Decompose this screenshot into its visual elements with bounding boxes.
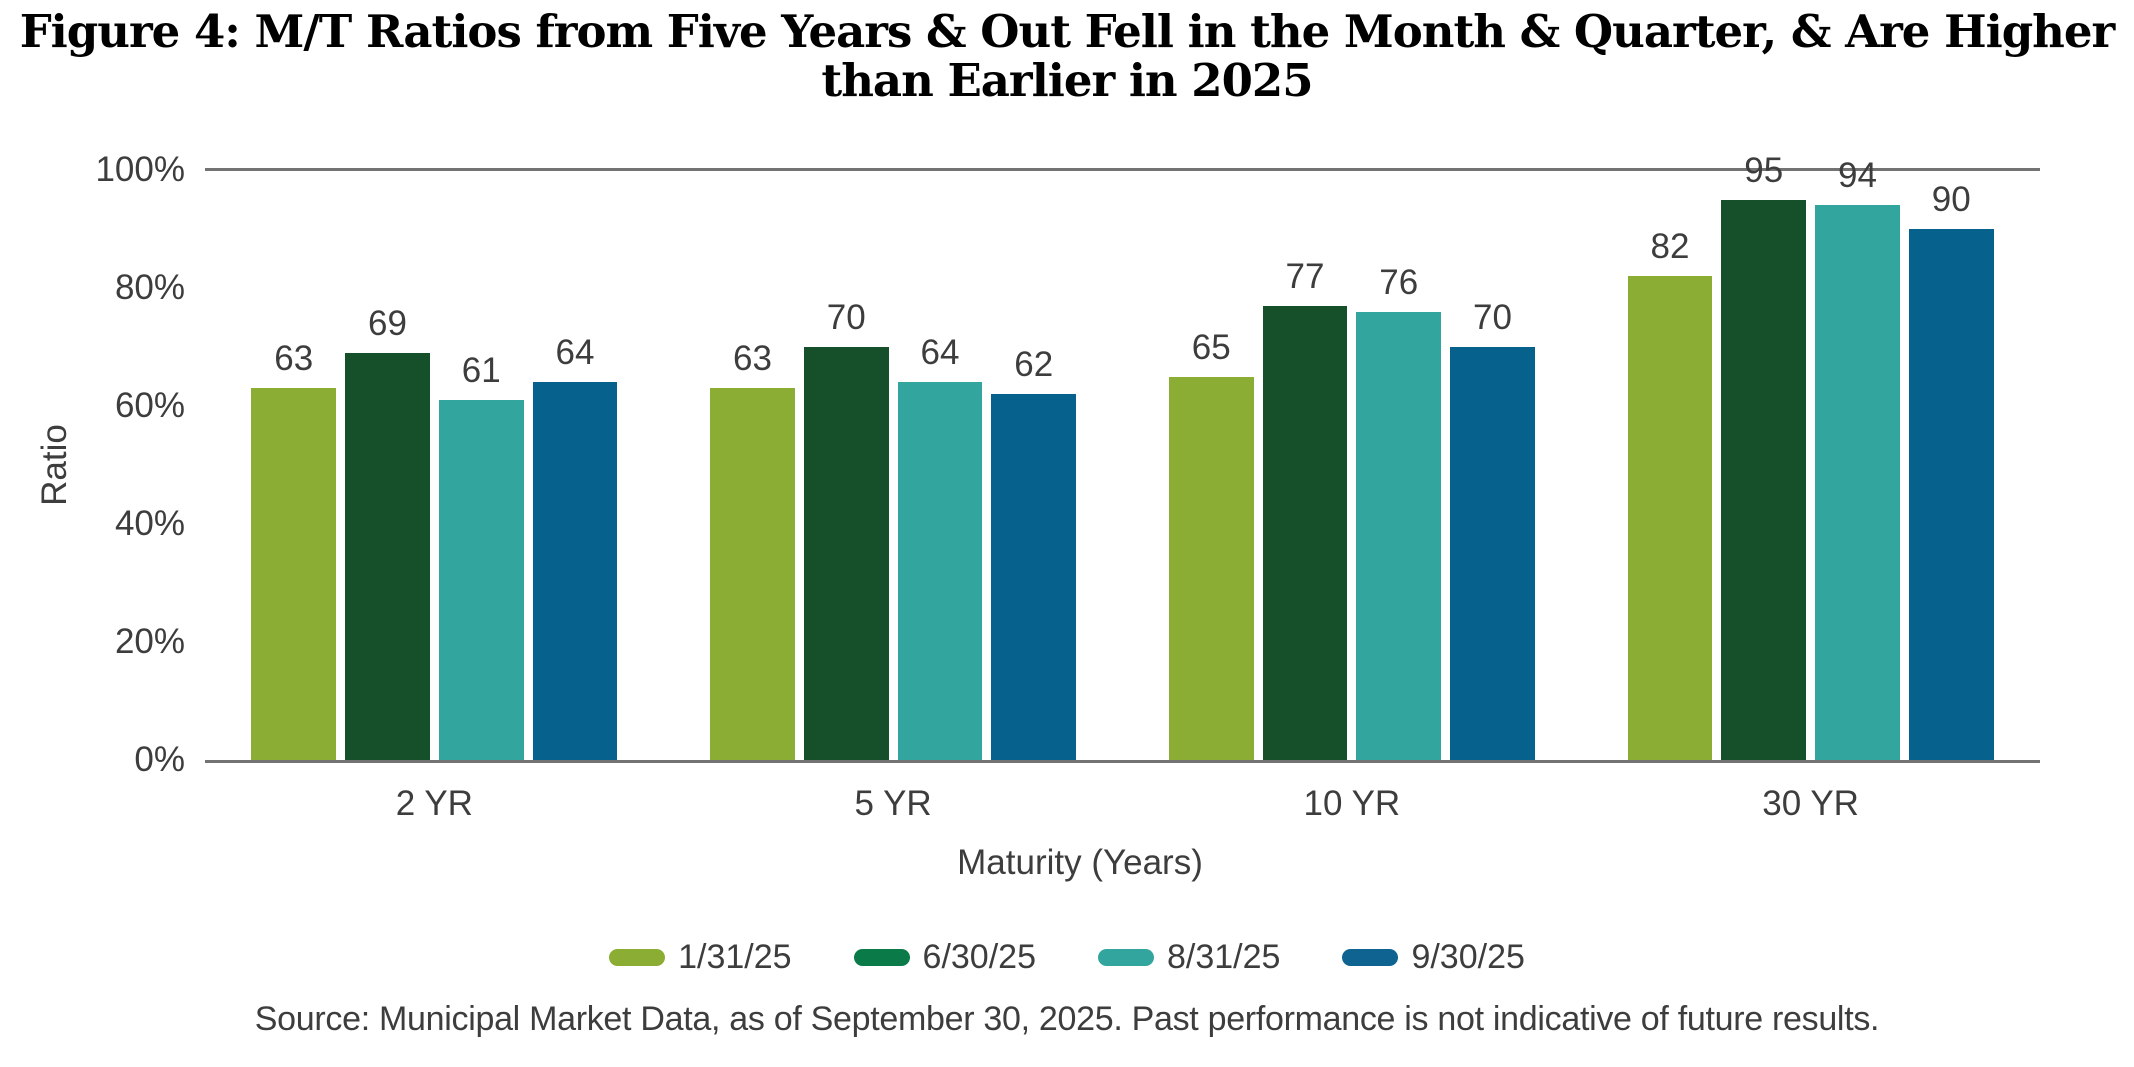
legend-item: 8/31/25 [1098,938,1280,977]
bar: 95 [1721,151,1807,760]
legend-label: 1/31/25 [678,938,792,976]
bar: 64 [897,333,983,760]
bar-value-label: 63 [274,339,314,379]
x-axis-tick-label: 30 YR [1762,784,1859,823]
bar: 69 [345,304,430,760]
bar-value-label: 62 [1014,345,1054,385]
x-axis-title: Maturity (Years) [957,843,1203,882]
bar-value-label: 61 [461,351,501,391]
figure-title: Figure 4: M/T Ratios from Five Years & O… [0,5,2134,107]
legend: 1/31/25 6/30/25 8/31/25 9/30/25 [0,938,2134,977]
bar: 70 [803,298,889,760]
legend-label: 8/31/25 [1167,938,1281,976]
figure-title-line1: Figure 4: M/T Ratios from Five Years & O… [19,5,2116,58]
bar-value-label: 77 [1285,256,1325,296]
legend-swatch [853,949,910,966]
y-axis-tick-label: 80% [114,268,185,307]
y-axis-title: Ratio [35,424,74,506]
bar-value-label: 76 [1379,262,1419,302]
y-axis-tick-label: 0% [134,740,185,779]
legend-item: 6/30/25 [853,938,1036,977]
bar-group-10-yr: 65 77 76 70 10 YR [1168,170,1535,823]
bar: 65 [1168,328,1254,760]
bar-value-label: 90 [1931,180,1971,219]
bar: 62 [991,345,1077,760]
bar: 64 [532,333,618,760]
bar: 82 [1627,227,1713,760]
bar-value-label: 94 [1838,156,1877,196]
legend-swatch [1342,949,1399,966]
y-axis-tick-label: 60% [114,386,185,425]
y-axis-tick-label: 100% [95,150,185,189]
bar-groups: 63 69 61 64 2 YR 63 70 64 62 5 YR 65 77 76 70 10 YR 82 9… [205,151,2040,823]
bar: 77 [1262,257,1348,760]
y-axis-tick-label: 40% [114,504,185,543]
bar: 61 [438,351,524,760]
bar: 70 [1450,298,1535,760]
legend-item: 9/30/25 [1342,938,1525,977]
bar-value-label: 69 [368,303,407,343]
y-axis-tick-label: 20% [114,622,185,661]
top-gridline [205,168,2040,171]
bar: 63 [251,339,337,760]
bar: 63 [710,339,795,760]
bar-group-5-yr: 63 70 64 62 5 YR [710,170,1077,823]
legend-label: 9/30/25 [1411,938,1525,976]
legend-swatch [1098,949,1154,966]
bar: 76 [1356,263,1442,760]
bar-value-label: 82 [1650,227,1690,267]
bar: 90 [1908,180,1994,760]
chart-plot-area: 63 69 61 64 2 YR 63 70 64 62 5 YR 65 77 76 70 10 YR 82 9… [205,151,2040,823]
bar-value-label: 65 [1191,327,1231,367]
legend-swatch [609,949,666,966]
x-axis-tick-label: 2 YR [395,784,473,823]
x-axis-tick-label: 5 YR [854,784,932,823]
bar-group-2-yr: 63 69 61 64 2 YR [251,170,618,823]
x-axis-tick-label: 10 YR [1303,784,1401,823]
figure-title-line2: than Earlier in 2025 [821,53,1313,107]
legend-item: 1/31/25 [609,938,792,977]
bar-value-label: 64 [555,333,595,373]
bar-group-30-yr: 82 95 94 90 30 YR [1627,151,1994,823]
bar-value-label: 64 [920,333,960,373]
bar: 94 [1815,156,1900,760]
source-note: Source: Municipal Market Data, as of Sep… [254,1000,1880,1038]
bar-value-label: 70 [826,298,866,337]
bar-value-label: 95 [1744,150,1784,190]
bar-value-label: 70 [1473,298,1512,337]
x-axis-line [205,760,2040,763]
legend-label: 6/30/25 [922,938,1036,976]
bar-value-label: 63 [733,339,772,379]
